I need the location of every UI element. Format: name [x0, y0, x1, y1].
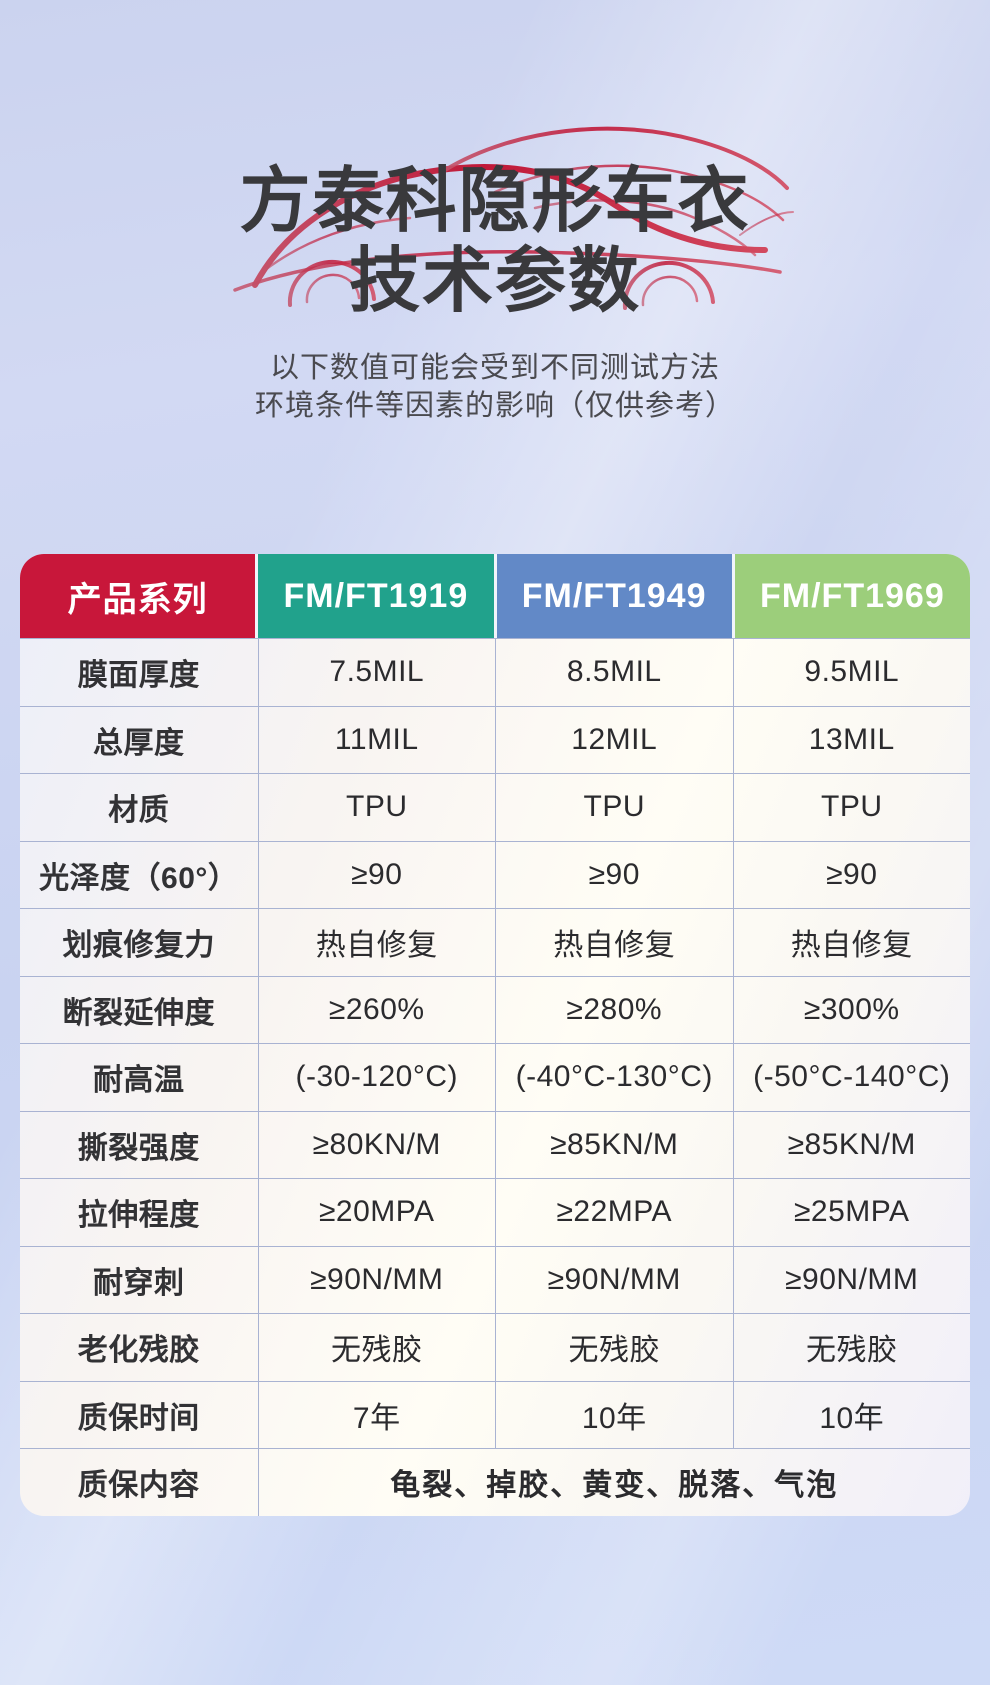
table-cell: ≥85KN/M [732, 1110, 970, 1178]
page-title-line2: 技术参数 [348, 242, 641, 321]
table-cell: ≥25MPA [732, 1178, 970, 1246]
table-cell: (-30-120°C) [257, 1043, 495, 1111]
row-label: 断裂延伸度 [20, 975, 258, 1044]
table-cell: 10年 [495, 1380, 733, 1448]
table-cell: ≥85KN/M [495, 1110, 733, 1178]
table-cell: 7.5MIL [257, 638, 495, 706]
header-fmft1949: FM/FT1949 [496, 554, 732, 638]
spec-table: 产品系列 FM/FT1919 FM/FT1949 FM/FT1969 膜面厚度 … [20, 554, 970, 1516]
row-label: 质保时间 [20, 1380, 258, 1449]
page-subtitle: 以下数值可能会受到不同测试方法 环境条件等因素的影响（仅供参考） [0, 349, 990, 425]
table-cell: 11MIL [257, 705, 495, 773]
header-fmft1969: FM/FT1969 [734, 554, 970, 638]
car-sketch-icon [233, 126, 794, 310]
table-cell: TPU [732, 773, 970, 841]
row-label: 耐高温 [20, 1043, 258, 1111]
table-cell: ≥22MPA [495, 1178, 733, 1246]
page-subtitle-line2: 环境条件等因素的影响（仅供参考） [254, 390, 735, 422]
table-cell: ≥90 [732, 840, 970, 908]
row-label: 质保内容 [20, 1448, 258, 1516]
row-label: 耐穿刺 [20, 1245, 258, 1314]
table-cell: 热自修复 [495, 908, 733, 976]
table-cell: 13MIL [732, 705, 970, 773]
table-cell: ≥20MPA [257, 1178, 495, 1246]
table-cell: (-50°C-140°C) [732, 1043, 970, 1111]
table-cell: ≥260% [257, 975, 495, 1043]
table-cell: 12MIL [495, 705, 733, 773]
row-label: 撕裂强度 [20, 1110, 258, 1179]
table-cell: ≥300% [732, 975, 970, 1043]
table-cell: ≥80KN/M [257, 1110, 495, 1178]
table-cell: 热自修复 [257, 908, 495, 976]
row-label: 总厚度 [20, 705, 258, 774]
table-cell: 7年 [257, 1380, 495, 1448]
table-cell: ≥90N/MM [495, 1245, 733, 1313]
table-cell: TPU [495, 773, 733, 841]
spec-table-body: 膜面厚度 7.5MIL 8.5MIL 9.5MIL 总厚度 11MIL 12MI… [20, 638, 970, 1516]
table-cell: ≥90 [495, 840, 733, 908]
table-cell: ≥90N/MM [732, 1245, 970, 1313]
header-product-series: 产品系列 [20, 554, 256, 638]
page-title: 方泰科隐形车衣 技术参数 [0, 162, 990, 322]
row-label: 膜面厚度 [20, 638, 258, 706]
page-subtitle-line1: 以下数值可能会受到不同测试方法 [269, 352, 720, 384]
header-fmft1919: FM/FT1919 [258, 554, 494, 638]
table-cell: ≥90 [257, 840, 495, 908]
table-cell: ≥280% [495, 975, 733, 1043]
warranty-coverage-cell: 龟裂、掉胶、黄变、脱落、气泡 [257, 1448, 970, 1516]
spec-table-header: 产品系列 FM/FT1919 FM/FT1949 FM/FT1969 [20, 554, 970, 638]
table-cell: 8.5MIL [495, 638, 733, 706]
table-cell: 9.5MIL [732, 638, 970, 706]
row-label: 材质 [20, 773, 258, 841]
row-label: 老化残胶 [20, 1313, 258, 1381]
row-label: 划痕修复力 [20, 908, 258, 976]
table-cell: 无残胶 [732, 1313, 970, 1381]
row-label: 拉伸程度 [20, 1178, 258, 1246]
table-cell: ≥90N/MM [257, 1245, 495, 1313]
table-cell: TPU [257, 773, 495, 841]
table-cell: 热自修复 [732, 908, 970, 976]
table-cell: 10年 [732, 1380, 970, 1448]
table-cell: 无残胶 [495, 1313, 733, 1381]
table-cell: (-40°C-130°C) [495, 1043, 733, 1111]
table-cell: 无残胶 [257, 1313, 495, 1381]
page-title-line1: 方泰科隐形车衣 [239, 162, 751, 241]
row-label: 光泽度（60°） [20, 840, 258, 909]
